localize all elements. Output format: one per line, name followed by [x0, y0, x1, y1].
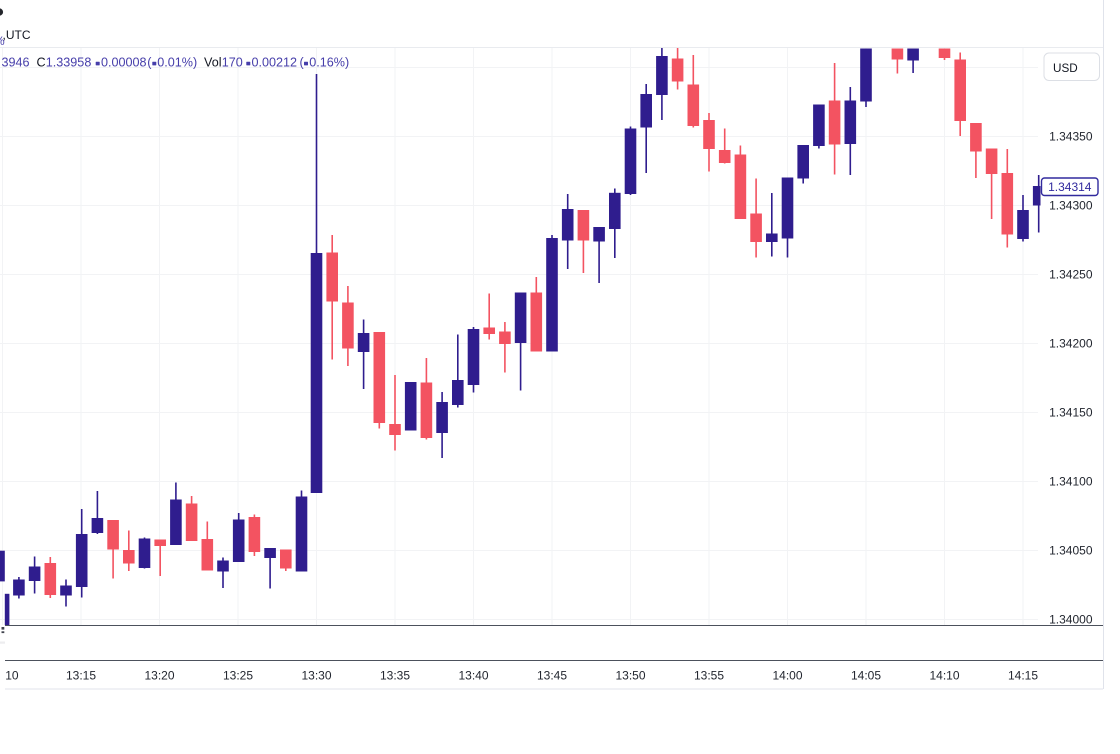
svg-text:10: 10	[5, 668, 19, 682]
svg-text:13:15: 13:15	[66, 668, 96, 682]
svg-text:1.34050: 1.34050	[1049, 544, 1093, 558]
svg-text:USD: USD	[1053, 62, 1078, 75]
svg-text:13:40: 13:40	[458, 668, 488, 682]
svg-text:13:20: 13:20	[144, 668, 174, 682]
svg-text:%: %	[0, 34, 5, 48]
svg-text:1.34100: 1.34100	[1049, 475, 1093, 489]
svg-text:1.34300: 1.34300	[1049, 199, 1093, 213]
svg-text:1.34150: 1.34150	[1049, 406, 1093, 420]
svg-text:1.34314: 1.34314	[1048, 180, 1092, 194]
svg-text:14:15: 14:15	[1008, 668, 1038, 682]
svg-text:13:30: 13:30	[301, 668, 331, 682]
svg-text:13:35: 13:35	[380, 668, 410, 682]
svg-text:13:45: 13:45	[537, 668, 567, 682]
svg-text:1.34200: 1.34200	[1049, 337, 1093, 351]
svg-text:14:10: 14:10	[929, 668, 959, 682]
svg-text:1.34000: 1.34000	[1049, 613, 1093, 627]
svg-text:14:00: 14:00	[772, 668, 802, 682]
svg-text:13:50: 13:50	[615, 668, 645, 682]
svg-text:13:55: 13:55	[694, 668, 724, 682]
svg-text:1.34250: 1.34250	[1049, 268, 1093, 282]
svg-text:14:05: 14:05	[851, 668, 881, 682]
svg-text:1.34350: 1.34350	[1049, 130, 1093, 144]
svg-text:13:25: 13:25	[223, 668, 253, 682]
svg-text:,UTC: ,UTC	[3, 28, 31, 42]
